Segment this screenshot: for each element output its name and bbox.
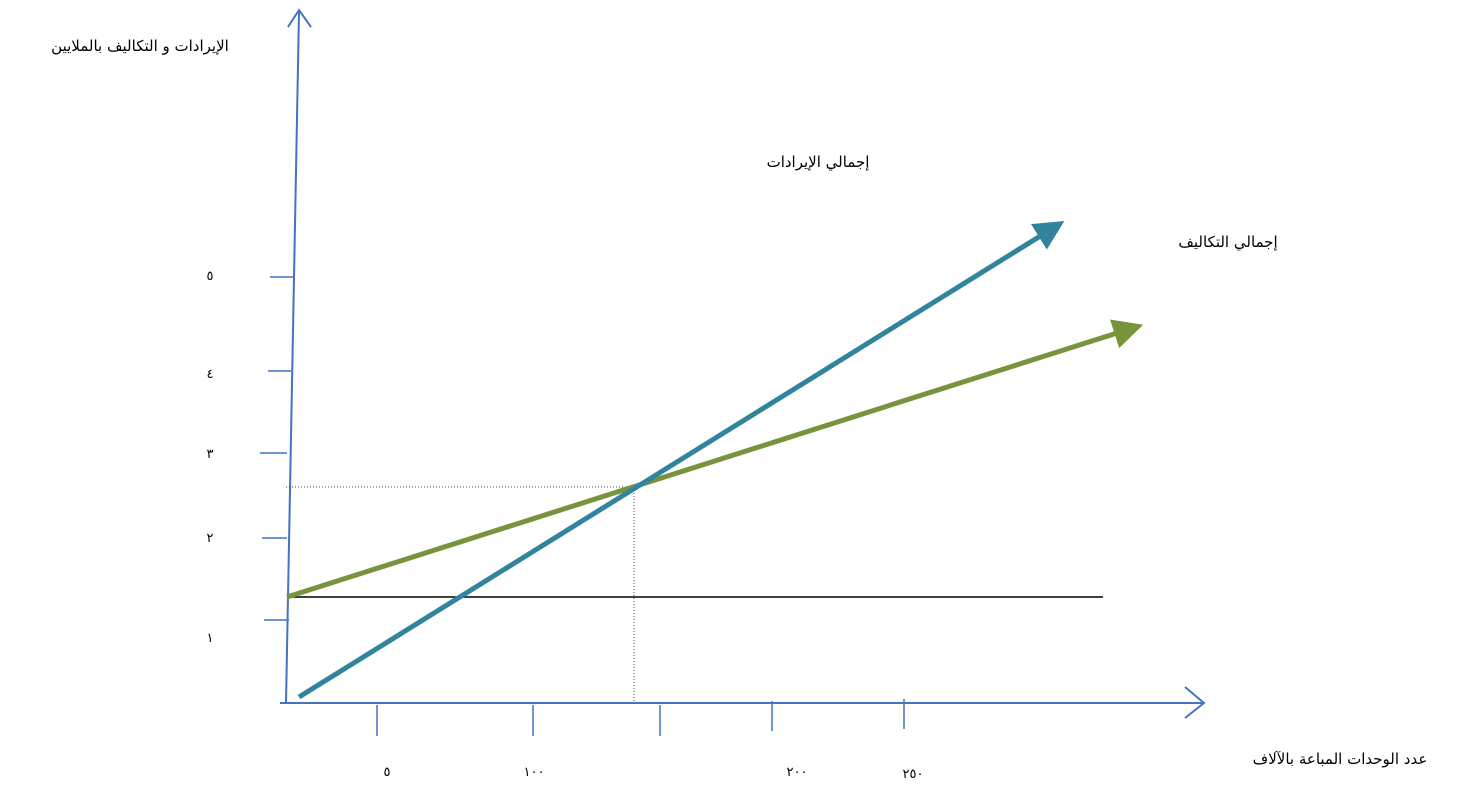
y-tick-label: ٢ — [207, 531, 214, 546]
y-axis-arrowhead — [287, 8, 312, 28]
x-tick-label: ٢٥٠ — [903, 767, 924, 782]
y-tick-label: ٥ — [207, 269, 214, 284]
x-axis — [280, 686, 1206, 719]
x-ticks: ٥ ١٠٠ ٢٠٠ ٢٥٠ — [376, 699, 924, 782]
x-axis-arrowhead — [1184, 686, 1206, 719]
series-line-total-revenue — [297, 221, 1065, 700]
series-label-total-cost: إجمالي التكاليف — [1178, 233, 1277, 252]
x-tick-label: ١٠٠ — [524, 765, 545, 780]
y-tick-label: ١ — [207, 631, 214, 646]
y-axis-label: الإيرادات و التكاليف بالملايين — [51, 37, 229, 55]
y-axis — [285, 8, 312, 704]
x-tick-label: ٥ — [384, 765, 391, 780]
series-line-total-cost — [286, 319, 1144, 600]
y-tick-label: ٣ — [207, 447, 214, 462]
series-label-total-revenue: إجمالي الإيرادات — [767, 153, 870, 172]
y-tick-label: ٤ — [207, 367, 214, 382]
x-tick-label: ٢٠٠ — [787, 765, 808, 780]
y-ticks: ١ ٢ ٣ ٤ ٥ — [207, 269, 293, 646]
x-axis-label: عدد الوحدات المباعة بالآلاف — [1253, 750, 1428, 768]
break-even-guides — [286, 486, 636, 703]
